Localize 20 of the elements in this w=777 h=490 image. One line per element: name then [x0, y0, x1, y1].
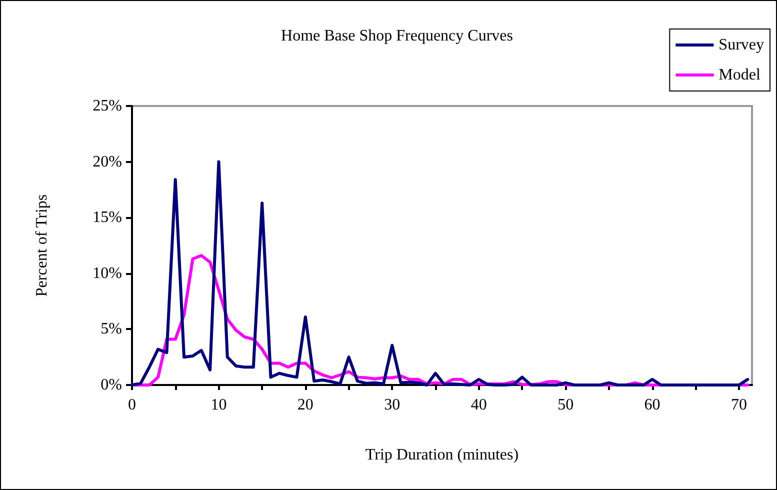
y-tick-label: 5%: [100, 320, 122, 338]
y-axis-title: Percent of Trips: [34, 194, 50, 297]
legend-label: Model: [718, 66, 761, 84]
x-tick-label: 0: [128, 396, 136, 414]
y-tick-label: 0%: [100, 376, 122, 394]
y-tick-label: 10%: [92, 264, 122, 282]
x-tick-label: 70: [730, 396, 747, 414]
x-tick-label: 50: [558, 396, 574, 414]
y-tick-label: 15%: [92, 209, 122, 226]
y-tick-label: 25%: [92, 98, 122, 114]
x-tick-label: 10: [210, 396, 227, 414]
x-tick-label: 60: [644, 396, 660, 414]
y-tick-label: 20%: [92, 153, 122, 170]
legend-label: Survey: [718, 36, 764, 54]
line-series: [130, 160, 750, 386]
chart-title: Home Base Shop Frequency Curves: [281, 28, 513, 44]
x-tick-label: 20: [297, 396, 314, 414]
x-tick-label: 30: [384, 396, 400, 414]
x-tick-label: 40: [470, 396, 487, 414]
x-axis-title: Trip Duration (minutes): [365, 446, 519, 464]
